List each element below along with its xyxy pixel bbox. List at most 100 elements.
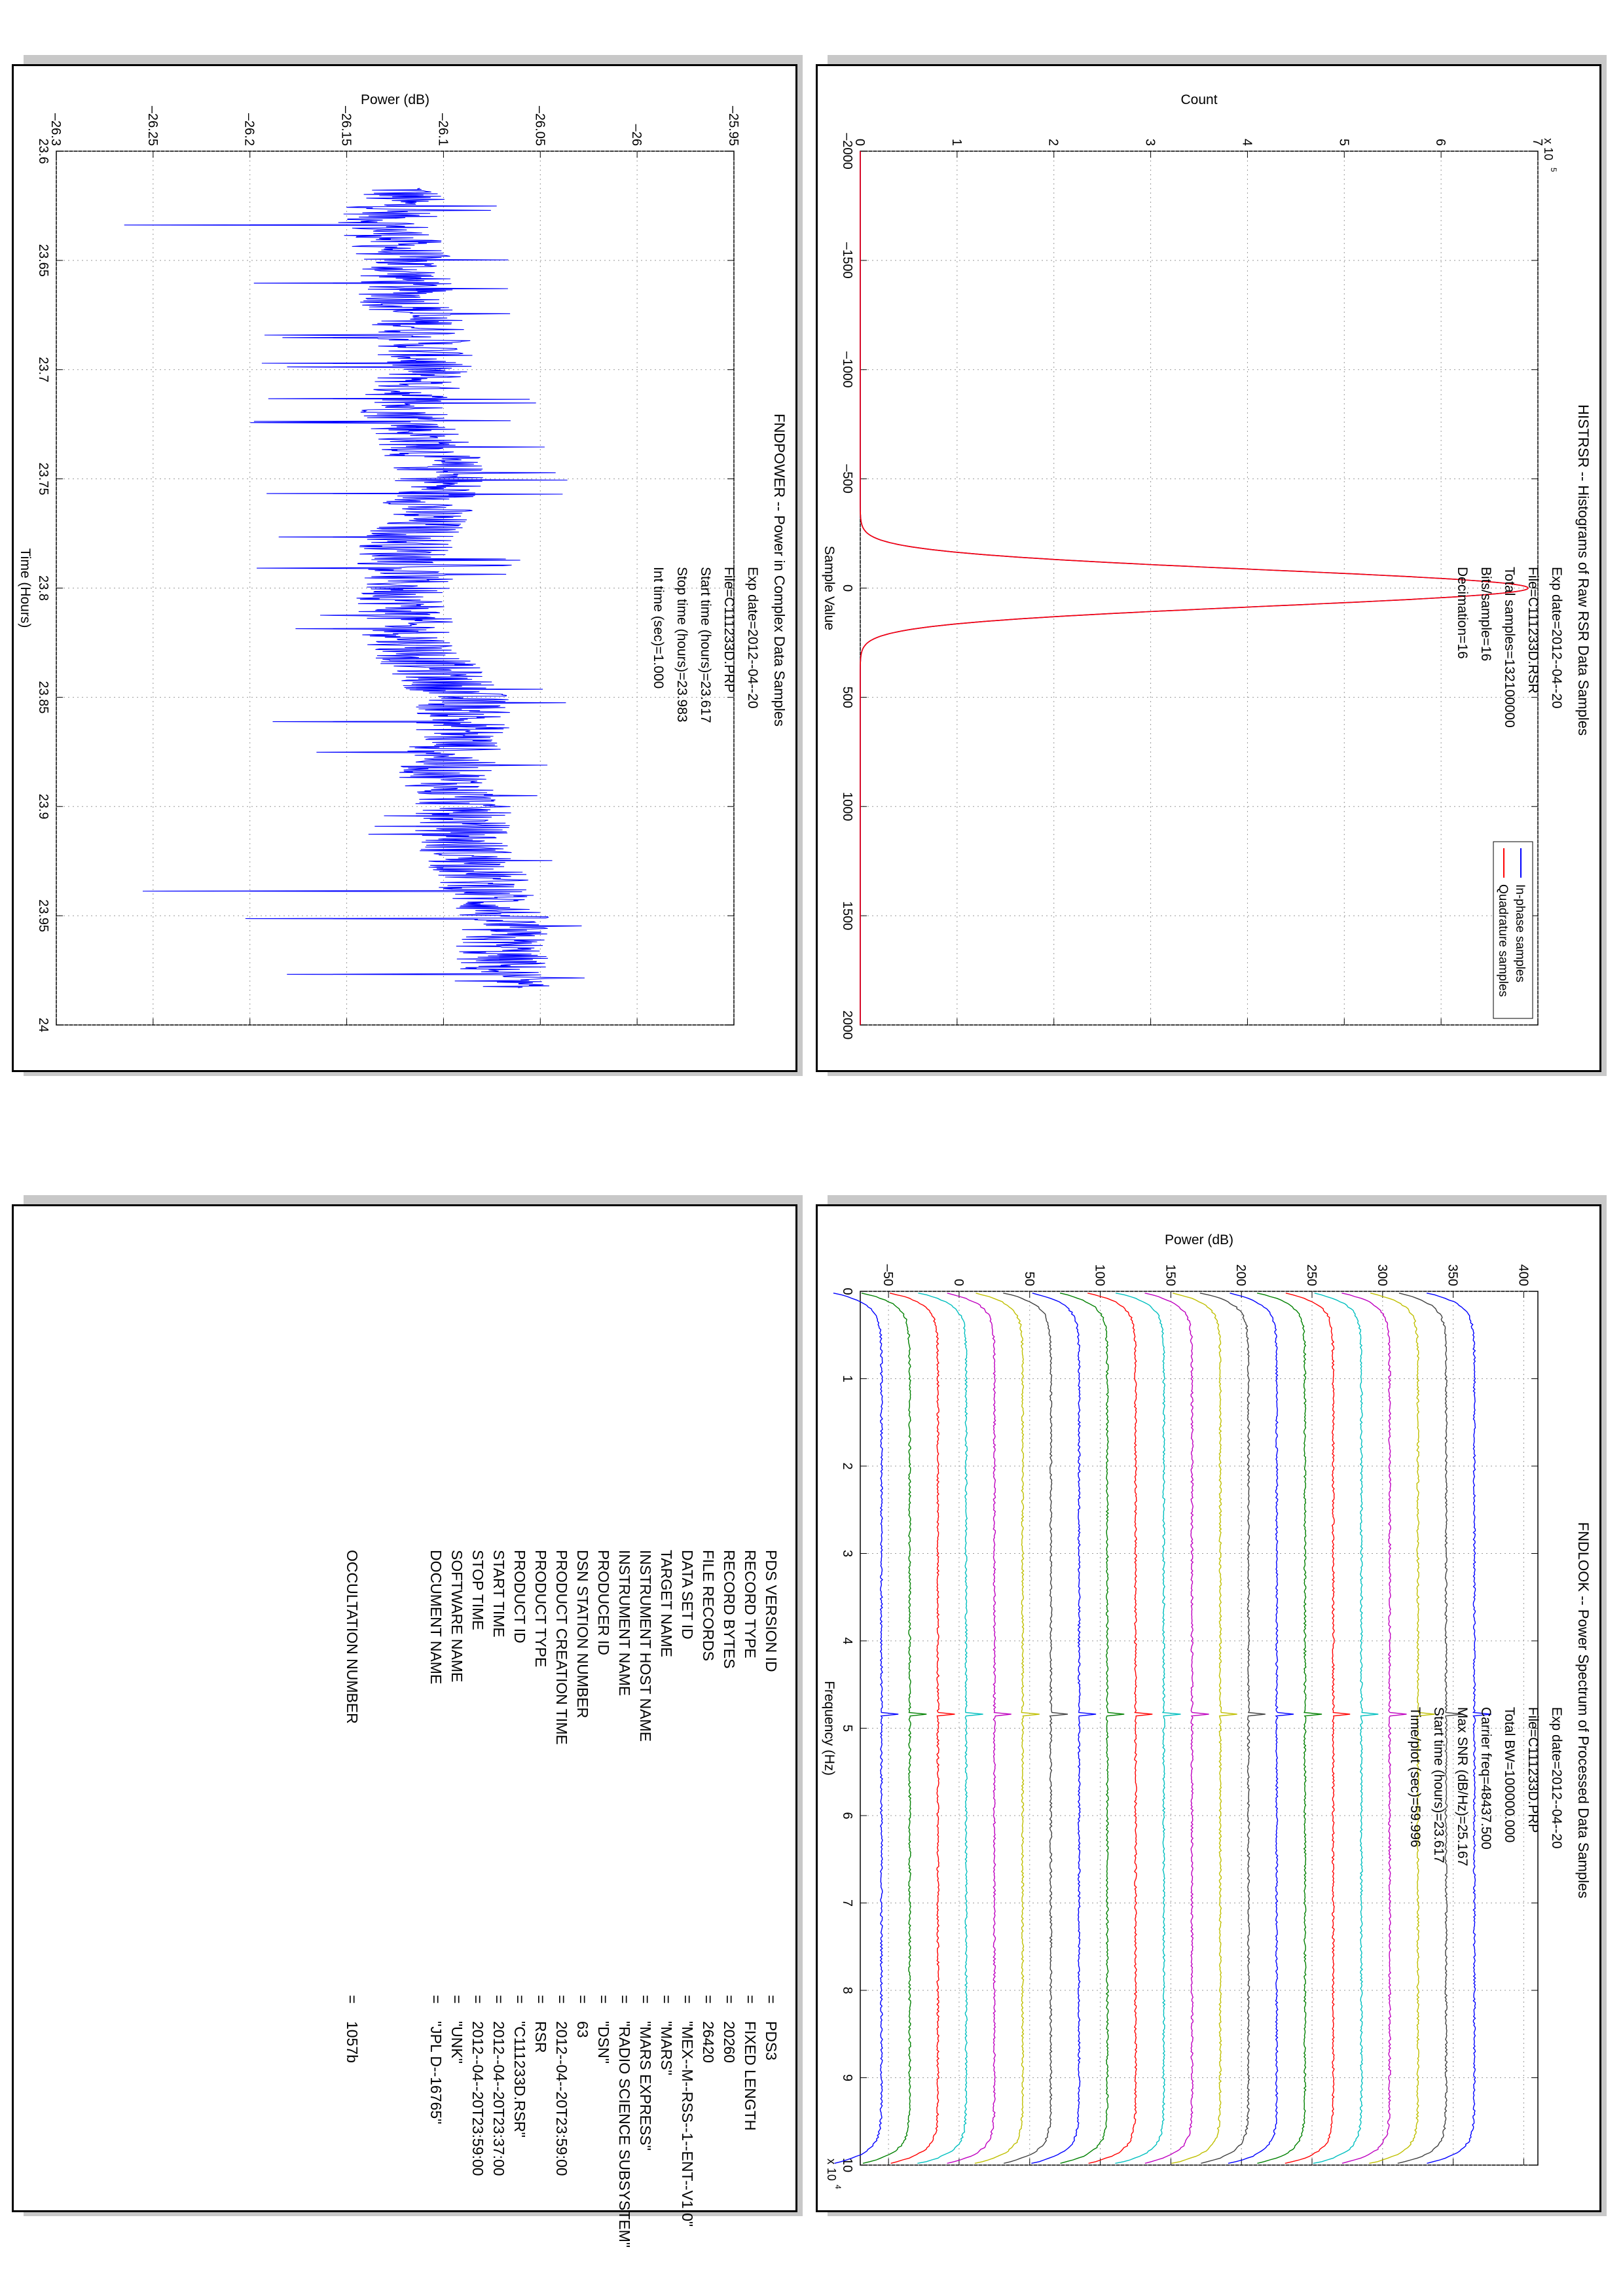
annotation-label: Max SNR (dB/Hz) bbox=[1455, 1707, 1470, 1816]
fndlook-panel: FNDLOOK -- Power Spectrum of Processed D… bbox=[816, 1204, 1601, 2212]
x-tick-label: 8 bbox=[840, 1986, 854, 1994]
header-value: 1057b bbox=[344, 2021, 361, 2063]
annotation-label: Decimation bbox=[1455, 567, 1470, 636]
header-equals: = bbox=[428, 1995, 445, 2004]
header-value: 20260 bbox=[721, 2021, 738, 2063]
header-rotated: PDS VERSION ID = PDS3 RECORD TYPE = FIXED LEN… bbox=[14, 1210, 799, 2248]
spectrum-line-2 bbox=[889, 1293, 955, 2164]
x-tick-label: 23.75 bbox=[36, 463, 50, 495]
x-tick-label: 23.85 bbox=[36, 681, 50, 713]
y-tick-label: –26.1 bbox=[435, 113, 450, 146]
annotation-equals: = bbox=[1455, 1816, 1470, 1825]
x-tick-label: 1500 bbox=[840, 901, 854, 931]
annotation-label: Time/plot (sec) bbox=[1408, 1707, 1423, 1798]
header-equals: = bbox=[742, 1995, 759, 2004]
legend-label-1: Quadrature samples bbox=[1496, 884, 1510, 997]
header-value: "UNK" bbox=[448, 2021, 465, 2064]
y-axis-label: Power (dB) bbox=[1165, 1232, 1233, 1247]
series-line-1 bbox=[860, 151, 1529, 1025]
y-tick-label: 2 bbox=[1046, 139, 1061, 146]
header-value: "C111233D.RSR" bbox=[511, 2021, 528, 2138]
annotation-value: 1.000 bbox=[651, 654, 666, 689]
annotation-equals: = bbox=[1549, 1761, 1564, 1770]
x-tick-label: 23.6 bbox=[36, 139, 50, 164]
spectrum-line-13 bbox=[1199, 1293, 1266, 2164]
x-tick-label: –1500 bbox=[840, 242, 854, 279]
x-axis-label: Frequency (Hz) bbox=[822, 1681, 837, 1776]
header-key: DATA SET ID bbox=[679, 1550, 696, 1640]
x-tick-label: 2000 bbox=[840, 1011, 854, 1040]
annotation-row: Decimation = 16 bbox=[1454, 567, 1470, 659]
legend-label-0: In-phase samples bbox=[1513, 884, 1527, 982]
y-axis-label: Power (dB) bbox=[361, 92, 429, 107]
annotation-value: C111233D.PRP bbox=[1525, 1737, 1541, 1833]
annotation-equals: = bbox=[1478, 1776, 1493, 1785]
spectrum-line-21 bbox=[1426, 1293, 1491, 2164]
annotation-row: Start time (hours) = 23.617 bbox=[1431, 1707, 1446, 1863]
annotation-value: 2012--04--20 bbox=[745, 629, 760, 709]
x-tick-label: 23.65 bbox=[36, 244, 50, 277]
x-tick-label: 1000 bbox=[840, 792, 854, 821]
legend-box bbox=[1493, 841, 1533, 1019]
annotation-label: Total samples bbox=[1502, 567, 1517, 651]
annotation-row: Max SNR (dB/Hz) = 25.167 bbox=[1454, 1707, 1470, 1866]
spectrum-line-14 bbox=[1228, 1293, 1294, 2164]
x-tick-label: –2000 bbox=[840, 133, 854, 170]
header-key: PRODUCT ID bbox=[511, 1550, 528, 1643]
fndlook-rotated: FNDLOOK -- Power Spectrum of Processed D… bbox=[818, 1210, 1603, 2211]
annotation-row: Exp date = 2012--04--20 bbox=[1548, 1707, 1564, 1849]
annotation-equals: = bbox=[1502, 1762, 1517, 1770]
y-tick-label: –26 bbox=[629, 124, 644, 146]
header-key: OCCULTATION NUMBER bbox=[344, 1550, 361, 1724]
header-equals: = bbox=[616, 1995, 633, 2004]
x-tick-label: 7 bbox=[840, 1899, 854, 1907]
y-tick-label: –25.95 bbox=[726, 106, 740, 146]
header-value: 63 bbox=[574, 2021, 591, 2038]
header-key: FILE RECORDS bbox=[700, 1550, 717, 1661]
annotation-value: 16 bbox=[1455, 643, 1470, 659]
y-tick-label: 400 bbox=[1516, 1265, 1530, 1286]
x-tick-label: 10 bbox=[840, 2158, 854, 2172]
header-equals: = bbox=[637, 1995, 654, 2004]
x-multiplier: x 10 bbox=[825, 2159, 838, 2181]
annotation-value: C111233D.RSR bbox=[1525, 597, 1541, 694]
annotation-row: File = C111233D.RSR bbox=[1525, 567, 1541, 694]
x-tick-label: 24 bbox=[36, 1018, 50, 1032]
header-key: PDS VERSION ID bbox=[763, 1550, 780, 1672]
spectrum-line-8 bbox=[1059, 1293, 1125, 2164]
header-key: PRODUCT TYPE bbox=[532, 1550, 549, 1668]
annotation-row: Int time (sec) = 1.000 bbox=[650, 567, 666, 689]
spectrum-line-3 bbox=[917, 1293, 983, 2164]
annotation-label: File bbox=[1525, 567, 1541, 589]
x-tick-label: 500 bbox=[840, 687, 854, 708]
header-equals: = bbox=[532, 1995, 549, 2004]
x-tick-label: 23.7 bbox=[36, 357, 50, 382]
spectrum-line-4 bbox=[947, 1293, 1012, 2164]
annotation-row: Start time (hours) = 23.617 bbox=[697, 567, 713, 723]
header-panel: PDS VERSION ID = PDS3 RECORD TYPE = FIXED LEN… bbox=[12, 1204, 799, 2248]
header-equals: = bbox=[511, 1995, 528, 2004]
header-key: PRODUCT CREATION TIME bbox=[553, 1550, 570, 1745]
header-equals: = bbox=[721, 1995, 738, 2004]
header-key: DOCUMENT NAME bbox=[428, 1550, 445, 1685]
annotation-label: Bits/sample bbox=[1478, 567, 1493, 638]
annotation-row: Exp date = 2012--04--20 bbox=[744, 567, 760, 709]
annotation-equals: = bbox=[1408, 1797, 1423, 1806]
spectrum-line-18 bbox=[1341, 1293, 1407, 2164]
y-tick-label: 0 bbox=[852, 139, 867, 146]
annotation-equals: = bbox=[1455, 636, 1470, 644]
header-value: 26420 bbox=[700, 2021, 717, 2063]
annotation-equals: = bbox=[674, 672, 689, 681]
y-tick-label: 7 bbox=[1530, 139, 1544, 146]
spectrum-line-9 bbox=[1087, 1293, 1153, 2164]
header-key: STOP TIME bbox=[469, 1550, 486, 1630]
annotation-label: Carrier freq bbox=[1478, 1707, 1493, 1777]
spectrum-line-12 bbox=[1171, 1293, 1237, 2164]
x-tick-label: 0 bbox=[840, 584, 854, 592]
x-tick-label: 23.8 bbox=[36, 575, 50, 601]
header-key: RECORD TYPE bbox=[742, 1550, 759, 1659]
annotation-value: 23.617 bbox=[698, 681, 713, 723]
x-tick-label: 0 bbox=[840, 1287, 854, 1295]
annotation-label: Exp date bbox=[1549, 567, 1564, 621]
